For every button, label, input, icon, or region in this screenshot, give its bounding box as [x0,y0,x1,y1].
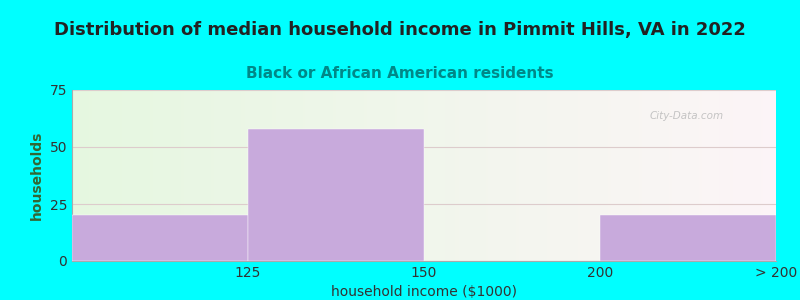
Bar [600,215,776,261]
X-axis label: household income ($1000): household income ($1000) [331,285,517,299]
Text: Distribution of median household income in Pimmit Hills, VA in 2022: Distribution of median household income … [54,21,746,39]
Bar [72,215,248,261]
Y-axis label: households: households [30,131,44,220]
Text: Black or African American residents: Black or African American residents [246,66,554,81]
Bar [248,129,424,261]
Text: City-Data.com: City-Data.com [650,110,723,121]
